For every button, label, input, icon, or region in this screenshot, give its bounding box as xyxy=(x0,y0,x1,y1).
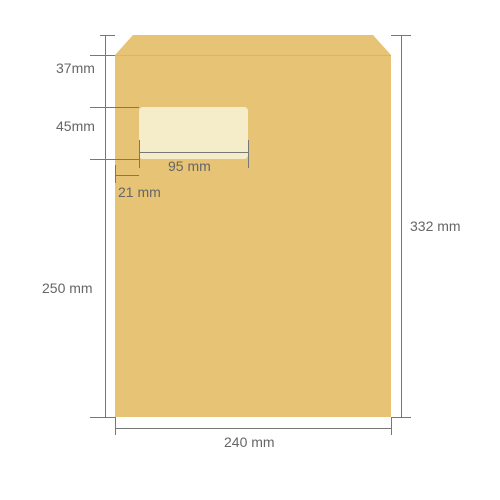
tick-env-left-edge xyxy=(115,165,116,183)
tick-br xyxy=(391,417,392,435)
flap-fold-line xyxy=(115,55,391,56)
dim-332-v xyxy=(401,35,402,417)
dim-240 xyxy=(115,428,391,429)
dim-win-w xyxy=(139,152,248,153)
label-window-left-offset: 21 mm xyxy=(118,184,161,200)
tick-bl xyxy=(115,417,116,435)
tick-env-bottom-left xyxy=(90,417,115,418)
label-flap-height: 37mm xyxy=(56,60,95,76)
dim-flap-v xyxy=(105,35,106,55)
diagram-canvas: 37mm 45mm 250 mm 95 mm 21 mm 332 mm 240 … xyxy=(0,0,500,500)
tick-flap-top xyxy=(100,35,115,36)
tick-flap-bottom xyxy=(90,55,115,56)
tick-bottom-right xyxy=(391,417,411,418)
tick-win-right xyxy=(248,140,249,168)
dim-250-v xyxy=(105,159,106,417)
label-total-height: 332 mm xyxy=(410,218,461,234)
label-total-width: 240 mm xyxy=(224,434,275,450)
dim-45-v xyxy=(105,55,106,107)
dim-winh-v xyxy=(105,107,106,159)
label-window-top-gap: 45mm xyxy=(56,118,95,134)
tick-win-top xyxy=(90,107,139,108)
label-body-height: 250 mm xyxy=(42,280,93,296)
tick-win-left xyxy=(139,140,140,168)
tick-win-bottom xyxy=(90,159,139,160)
label-window-width: 95 mm xyxy=(168,158,211,174)
dim-21 xyxy=(115,175,139,176)
envelope-flap xyxy=(115,35,391,55)
